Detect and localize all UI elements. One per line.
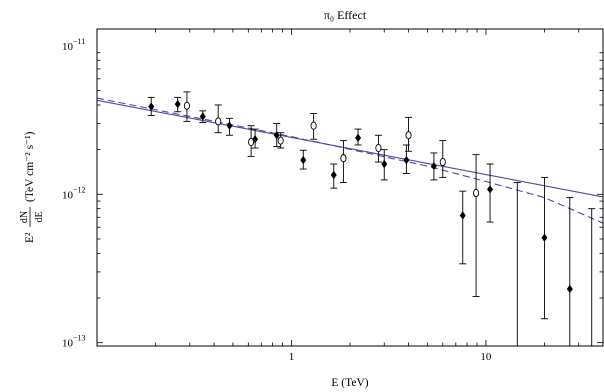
y-axis-label-numerator: dN: [19, 211, 30, 223]
filled-diamond-point: [299, 149, 307, 170]
diamond-marker: [566, 284, 573, 294]
diamond-marker: [226, 121, 233, 130]
y-axis-label-unit: (TeV cm⁻² s⁻¹): [24, 131, 36, 202]
diamond-marker: [199, 112, 206, 121]
circle-marker: [340, 154, 347, 163]
diamond-marker: [148, 102, 155, 111]
open-circle-point: [183, 91, 191, 122]
circle-marker: [277, 136, 284, 145]
open-circle-point: [513, 182, 521, 346]
y-tick-label-exponent: −13: [73, 334, 86, 343]
plot-frame: [96, 28, 604, 347]
filled-diamond-point: [354, 128, 362, 146]
open-circle-point: [588, 208, 596, 346]
filled-diamond-point: [174, 96, 182, 113]
axis-ticks: [96, 29, 604, 346]
diamond-marker: [430, 161, 437, 171]
diamond-marker: [300, 155, 307, 165]
diamond-marker: [355, 133, 362, 143]
diamond-marker: [541, 233, 548, 242]
filled-diamond-point: [540, 176, 548, 320]
circle-marker: [375, 143, 382, 153]
filled-diamond-point: [566, 197, 574, 346]
open-circle-point: [214, 104, 222, 134]
filled-diamond-point: [486, 163, 494, 223]
fit-lines: [96, 97, 604, 224]
filled-diamond-point: [430, 152, 438, 181]
diamond-marker: [174, 99, 181, 109]
open-circle-point: [310, 113, 318, 140]
chart-title: π₀ Effect: [324, 8, 367, 22]
circle-marker: [248, 137, 255, 147]
circle-marker: [215, 117, 222, 126]
circle-marker: [183, 101, 190, 110]
filled-diamond-point: [225, 117, 233, 136]
filled-diamond-point: [330, 163, 338, 189]
filled-diamond-point: [147, 96, 155, 116]
y-axis-label-prefix: E²: [24, 232, 36, 243]
y-tick-label: 10 −12: [62, 185, 86, 201]
open-circle-point: [439, 140, 447, 178]
y-tick-label-base: 10: [62, 41, 74, 53]
open-circle-point: [374, 134, 382, 163]
y-tick-label-exponent: −12: [73, 185, 86, 194]
diamond-marker: [403, 155, 410, 165]
y-tick-label-base: 10: [62, 338, 74, 350]
open-circle-point: [247, 125, 255, 157]
y-tick-label-base: 10: [62, 189, 74, 201]
circle-marker: [439, 157, 446, 167]
diamond-marker: [330, 170, 337, 180]
solid-fit-line: [96, 99, 604, 198]
open-circle-point: [472, 154, 480, 297]
y-axis-label-denominator: dE: [34, 211, 45, 222]
open-circle-point: [277, 132, 285, 149]
circle-marker: [473, 188, 480, 198]
diamond-marker: [459, 211, 466, 220]
y-axis-label: E² dN dE (TeV cm⁻² s⁻¹): [19, 131, 45, 243]
dashed-fit-line: [96, 97, 604, 224]
y-tick-label: 10 −13: [62, 334, 86, 350]
x-tick-label: 10: [480, 351, 492, 363]
x-tick-label: 1: [289, 351, 295, 363]
x-tick-labels: 1 10: [289, 351, 492, 363]
open-circle-point: [405, 116, 413, 152]
filled-diamond-point: [380, 149, 388, 181]
y-tick-label: 10 −11: [62, 37, 85, 53]
filled-diamond-point: [459, 190, 467, 265]
filled-diamond-point: [199, 110, 207, 123]
x-axis-label: E (TeV): [331, 377, 368, 389]
diamond-marker: [487, 185, 494, 194]
circle-marker: [405, 131, 412, 140]
circle-marker: [310, 121, 317, 130]
y-tick-label-exponent: −11: [73, 37, 85, 46]
data-markers: [147, 91, 596, 346]
diamond-marker: [381, 159, 388, 169]
open-circle-point: [339, 140, 347, 184]
